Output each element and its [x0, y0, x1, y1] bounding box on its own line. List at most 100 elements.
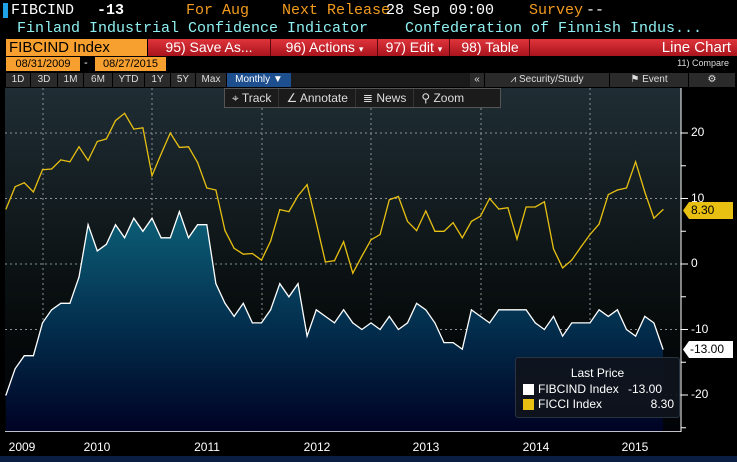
- security-study-button[interactable]: ⩘ Security/Study: [485, 73, 609, 87]
- magnifier-icon: ⚲: [421, 91, 434, 105]
- fibcind-point: [215, 283, 217, 285]
- legend-title: Last Price: [570, 366, 625, 380]
- period-button-6m[interactable]: 6M: [84, 73, 112, 87]
- fibcind-point: [224, 302, 226, 304]
- frequency-select[interactable]: Monthly ▼: [227, 73, 291, 87]
- ficci-point: [224, 229, 226, 232]
- zoom-button[interactable]: ⚲ Zoom: [414, 89, 471, 107]
- fibcind-point: [361, 328, 363, 331]
- collapse-button[interactable]: «: [470, 73, 484, 87]
- ficci-point: [434, 230, 436, 232]
- ficci-point: [297, 195, 299, 197]
- fibcind-point: [516, 309, 518, 311]
- y-tick-label: -10: [691, 321, 709, 336]
- gear-icon[interactable]: ⚙: [689, 73, 735, 87]
- fibcind-area: [6, 211, 663, 432]
- period-button-ytd[interactable]: YTD: [113, 73, 144, 87]
- track-button[interactable]: ⌖ Track: [225, 89, 280, 107]
- annotate-button[interactable]: ∠ Annotate: [279, 89, 356, 107]
- y-tick-label: 10: [691, 190, 705, 205]
- news-button[interactable]: ≣ News: [356, 89, 415, 107]
- fibcind-point: [260, 322, 263, 324]
- fibcind-point: [552, 315, 555, 317]
- fibcind-point: [124, 237, 126, 239]
- ficci-point: [534, 206, 536, 208]
- fibcind-point: [452, 342, 454, 344]
- period-button-1d[interactable]: 1D: [6, 73, 30, 87]
- x-tick-label: 2010: [83, 440, 111, 454]
- yellow-swatch-icon: [523, 399, 534, 410]
- ficci-point: [279, 209, 281, 211]
- x-tick-label: 2009: [8, 440, 36, 454]
- ficci-point: [178, 146, 180, 149]
- track-label: Track: [241, 91, 272, 105]
- ficci-point: [416, 229, 418, 232]
- ficci-point: [443, 230, 445, 232]
- ficci-point: [315, 222, 317, 224]
- ficci-point: [51, 168, 53, 170]
- toolbar-spacer: [291, 73, 470, 87]
- ficci-point: [397, 195, 399, 198]
- fibcind-point: [187, 237, 190, 239]
- ficci-point: [616, 189, 618, 191]
- ficci-point: [461, 237, 463, 239]
- ficci-point: [516, 238, 518, 240]
- fibcind-point: [178, 211, 180, 213]
- period-button-1m[interactable]: 1M: [58, 73, 83, 87]
- y-tick-label: 20: [691, 125, 705, 139]
- fibcind-point: [616, 309, 618, 311]
- ficci-point: [270, 240, 272, 242]
- ficci-point: [580, 246, 582, 248]
- ficci-point: [635, 161, 637, 163]
- save-as-button[interactable]: 95) Save As...: [148, 39, 271, 56]
- crosshair-icon: ⌖: [232, 91, 242, 105]
- period-button-5y[interactable]: 5Y: [171, 73, 195, 87]
- bottom-bar: [0, 456, 737, 462]
- white-swatch-icon: [523, 384, 534, 395]
- ficci-point: [324, 261, 326, 263]
- end-date-input[interactable]: 08/27/2015: [95, 57, 166, 71]
- ficci-point: [598, 223, 600, 225]
- fibcind-point: [169, 237, 171, 239]
- fibcind-point: [416, 302, 418, 304]
- fibcind-point: [14, 368, 16, 370]
- ficci-point: [215, 189, 217, 191]
- ficci-point: [662, 209, 664, 211]
- fibcind-point: [406, 322, 409, 324]
- chevron-down-icon: ▾: [358, 44, 364, 54]
- ficci-point: [352, 272, 354, 274]
- ficci-point: [406, 220, 409, 223]
- ficci-point: [379, 233, 381, 236]
- ficci-point: [388, 199, 390, 201]
- event-button[interactable]: ⚑ Event: [610, 73, 688, 87]
- fibcind-point: [470, 309, 472, 311]
- cursor-marker: [3, 3, 8, 18]
- ficci-point: [69, 161, 71, 163]
- fibcind-point: [306, 335, 308, 337]
- ficci-point: [14, 186, 16, 188]
- x-tick-label: 2013: [412, 440, 440, 454]
- compare-button[interactable]: 11) Compare: [677, 58, 729, 68]
- ficci-point: [543, 201, 545, 203]
- ficci-point: [653, 217, 655, 219]
- ficci-last-tag: 8.30: [683, 202, 733, 219]
- fibcind-point: [297, 283, 299, 285]
- ficci-point: [370, 239, 372, 241]
- legend: Last Price FIBCIND Index -13.00 FICCI In…: [515, 357, 680, 418]
- period-button-1y[interactable]: 1Y: [145, 73, 170, 87]
- period-button-3d[interactable]: 3D: [31, 73, 57, 87]
- fibcind-point: [343, 309, 345, 311]
- start-date-input[interactable]: 08/31/2009: [6, 57, 80, 71]
- actions-button[interactable]: 96) Actions ▾: [272, 39, 378, 56]
- fibcind-point: [525, 309, 527, 311]
- edit-button[interactable]: 97) Edit ▾: [379, 39, 450, 56]
- y-tick-label: 0: [691, 256, 698, 270]
- edit-label: 97) Edit: [385, 39, 434, 55]
- period-button-max[interactable]: Max: [196, 73, 226, 87]
- table-button[interactable]: 98) Table: [451, 39, 530, 56]
- ficci-point: [425, 210, 427, 212]
- chart-type-label[interactable]: Line Chart: [661, 39, 731, 56]
- security-field[interactable]: FIBCIND Index: [6, 39, 147, 56]
- fibcind-point: [151, 217, 153, 219]
- ficci-point: [160, 153, 162, 155]
